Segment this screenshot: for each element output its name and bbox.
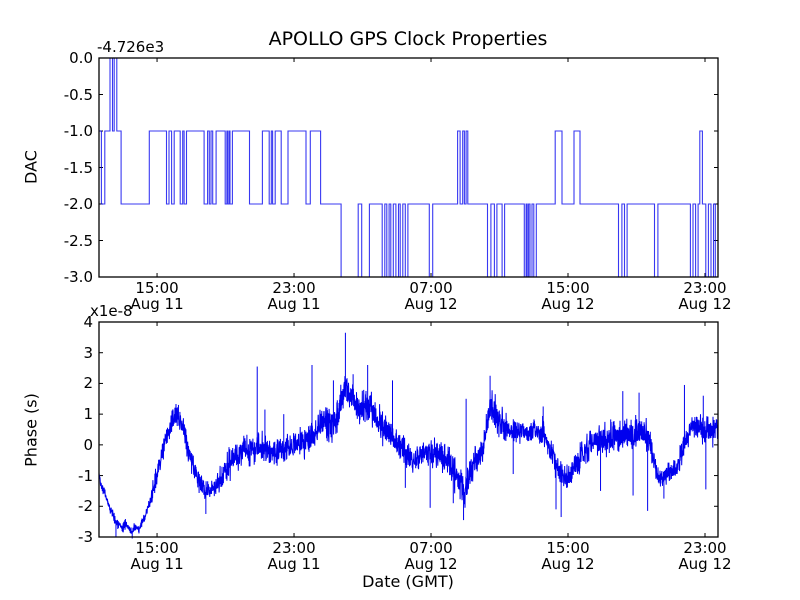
dac-axis-offset-label: -4.726e3 bbox=[97, 38, 165, 56]
dac-ylabel: DAC bbox=[21, 150, 41, 184]
dac-subplot-xtick-date-label: Aug 12 bbox=[541, 295, 595, 313]
dac-axes-area bbox=[99, 58, 718, 277]
phase-subplot-ytick-label: 4 bbox=[83, 313, 93, 331]
phase-subplot-xtick-time-label: 15:00 bbox=[546, 539, 590, 557]
phase-line bbox=[98, 376, 719, 534]
dac-subplot-ytick-label: -2.5 bbox=[63, 231, 93, 250]
phase-subplot-xtick-date-label: Aug 12 bbox=[404, 555, 458, 573]
phase-axes-area bbox=[99, 322, 718, 537]
phase-subplot-xtick-time-label: 15:00 bbox=[135, 539, 179, 557]
phase-spikes bbox=[115, 332, 707, 539]
phase-subplot-xtick-date-label: Aug 11 bbox=[267, 555, 321, 573]
dac-subplot-ytick-label: 0.0 bbox=[69, 49, 93, 67]
dac-subplot-ytick-label: -1.0 bbox=[63, 122, 93, 140]
dac-subplot-xtick-time-label: 07:00 bbox=[409, 279, 453, 297]
phase-subplot-ytick-label: 0 bbox=[83, 435, 93, 454]
dac-subplot-spines bbox=[98, 57, 719, 278]
phase-subplot-ytick-label: 1 bbox=[83, 405, 93, 424]
phase-subplot-xtick-time-label: 23:00 bbox=[683, 539, 727, 557]
date-xlabel: Date (GMT) bbox=[362, 572, 454, 591]
phase-ylabel: Phase (s) bbox=[21, 393, 41, 467]
dac-subplot-xtick-date-label: Aug 12 bbox=[404, 295, 458, 313]
phase-subplot-spines bbox=[98, 321, 719, 538]
phase-subplot-xtick-time-label: 23:00 bbox=[272, 539, 316, 557]
dac-subplot-xtick-date-label: Aug 11 bbox=[130, 295, 184, 313]
phase-subplot-ytick-label: 2 bbox=[83, 374, 93, 393]
chart-title: APOLLO GPS Clock Properties bbox=[268, 28, 548, 50]
dac-subplot-xtick-date-label: Aug 12 bbox=[678, 295, 732, 313]
phase-subplot-xtick-time-label: 07:00 bbox=[409, 539, 453, 557]
dac-subplot-ytick-label: -0.5 bbox=[63, 85, 93, 104]
phase-subplot-ytick-label: -1 bbox=[78, 466, 93, 485]
phase-subplot-xtick-date-label: Aug 11 bbox=[130, 555, 184, 573]
phase-subplot-ytick-label: -2 bbox=[78, 497, 93, 516]
dac-subplot-xtick-time-label: 23:00 bbox=[272, 279, 316, 297]
dac-subplot-xtick-time-label: 15:00 bbox=[135, 279, 179, 297]
dac-subplot-xtick-time-label: 23:00 bbox=[683, 279, 727, 297]
phase-subplot-ytick-label: -3 bbox=[78, 528, 93, 546]
phase-subplot-xtick-date-label: Aug 12 bbox=[541, 555, 595, 573]
phase-subplot-xtick-date-label: Aug 12 bbox=[678, 555, 732, 573]
dac-subplot-xtick-date-label: Aug 11 bbox=[267, 295, 321, 313]
phase-subplot-ytick-label: 3 bbox=[83, 343, 93, 362]
dac-subplot-xtick-time-label: 15:00 bbox=[546, 279, 590, 297]
phase-axis-scale-label: x1e-8 bbox=[90, 302, 133, 320]
dac-subplot-ytick-label: -3.0 bbox=[63, 268, 93, 286]
dac-subplot-ytick-label: -1.5 bbox=[63, 158, 93, 177]
dac-subplot-ytick-label: -2.0 bbox=[63, 195, 93, 213]
